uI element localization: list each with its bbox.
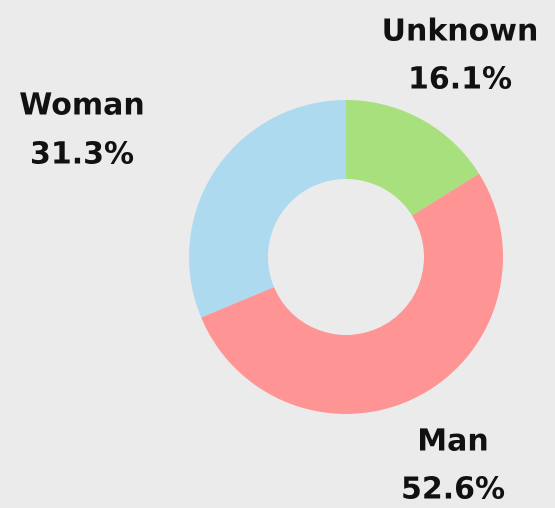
slice-label: Man xyxy=(417,424,488,459)
slice-label: Unknown xyxy=(382,14,539,49)
donut-slice xyxy=(346,100,480,216)
donut-slice xyxy=(201,173,503,414)
slice-value-label: 52.6% xyxy=(401,472,505,507)
slice-value-label: 16.1% xyxy=(408,62,512,97)
slice-value-label: 31.3% xyxy=(30,137,134,172)
slice-label: Woman xyxy=(19,88,145,123)
donut-slice xyxy=(189,100,346,318)
